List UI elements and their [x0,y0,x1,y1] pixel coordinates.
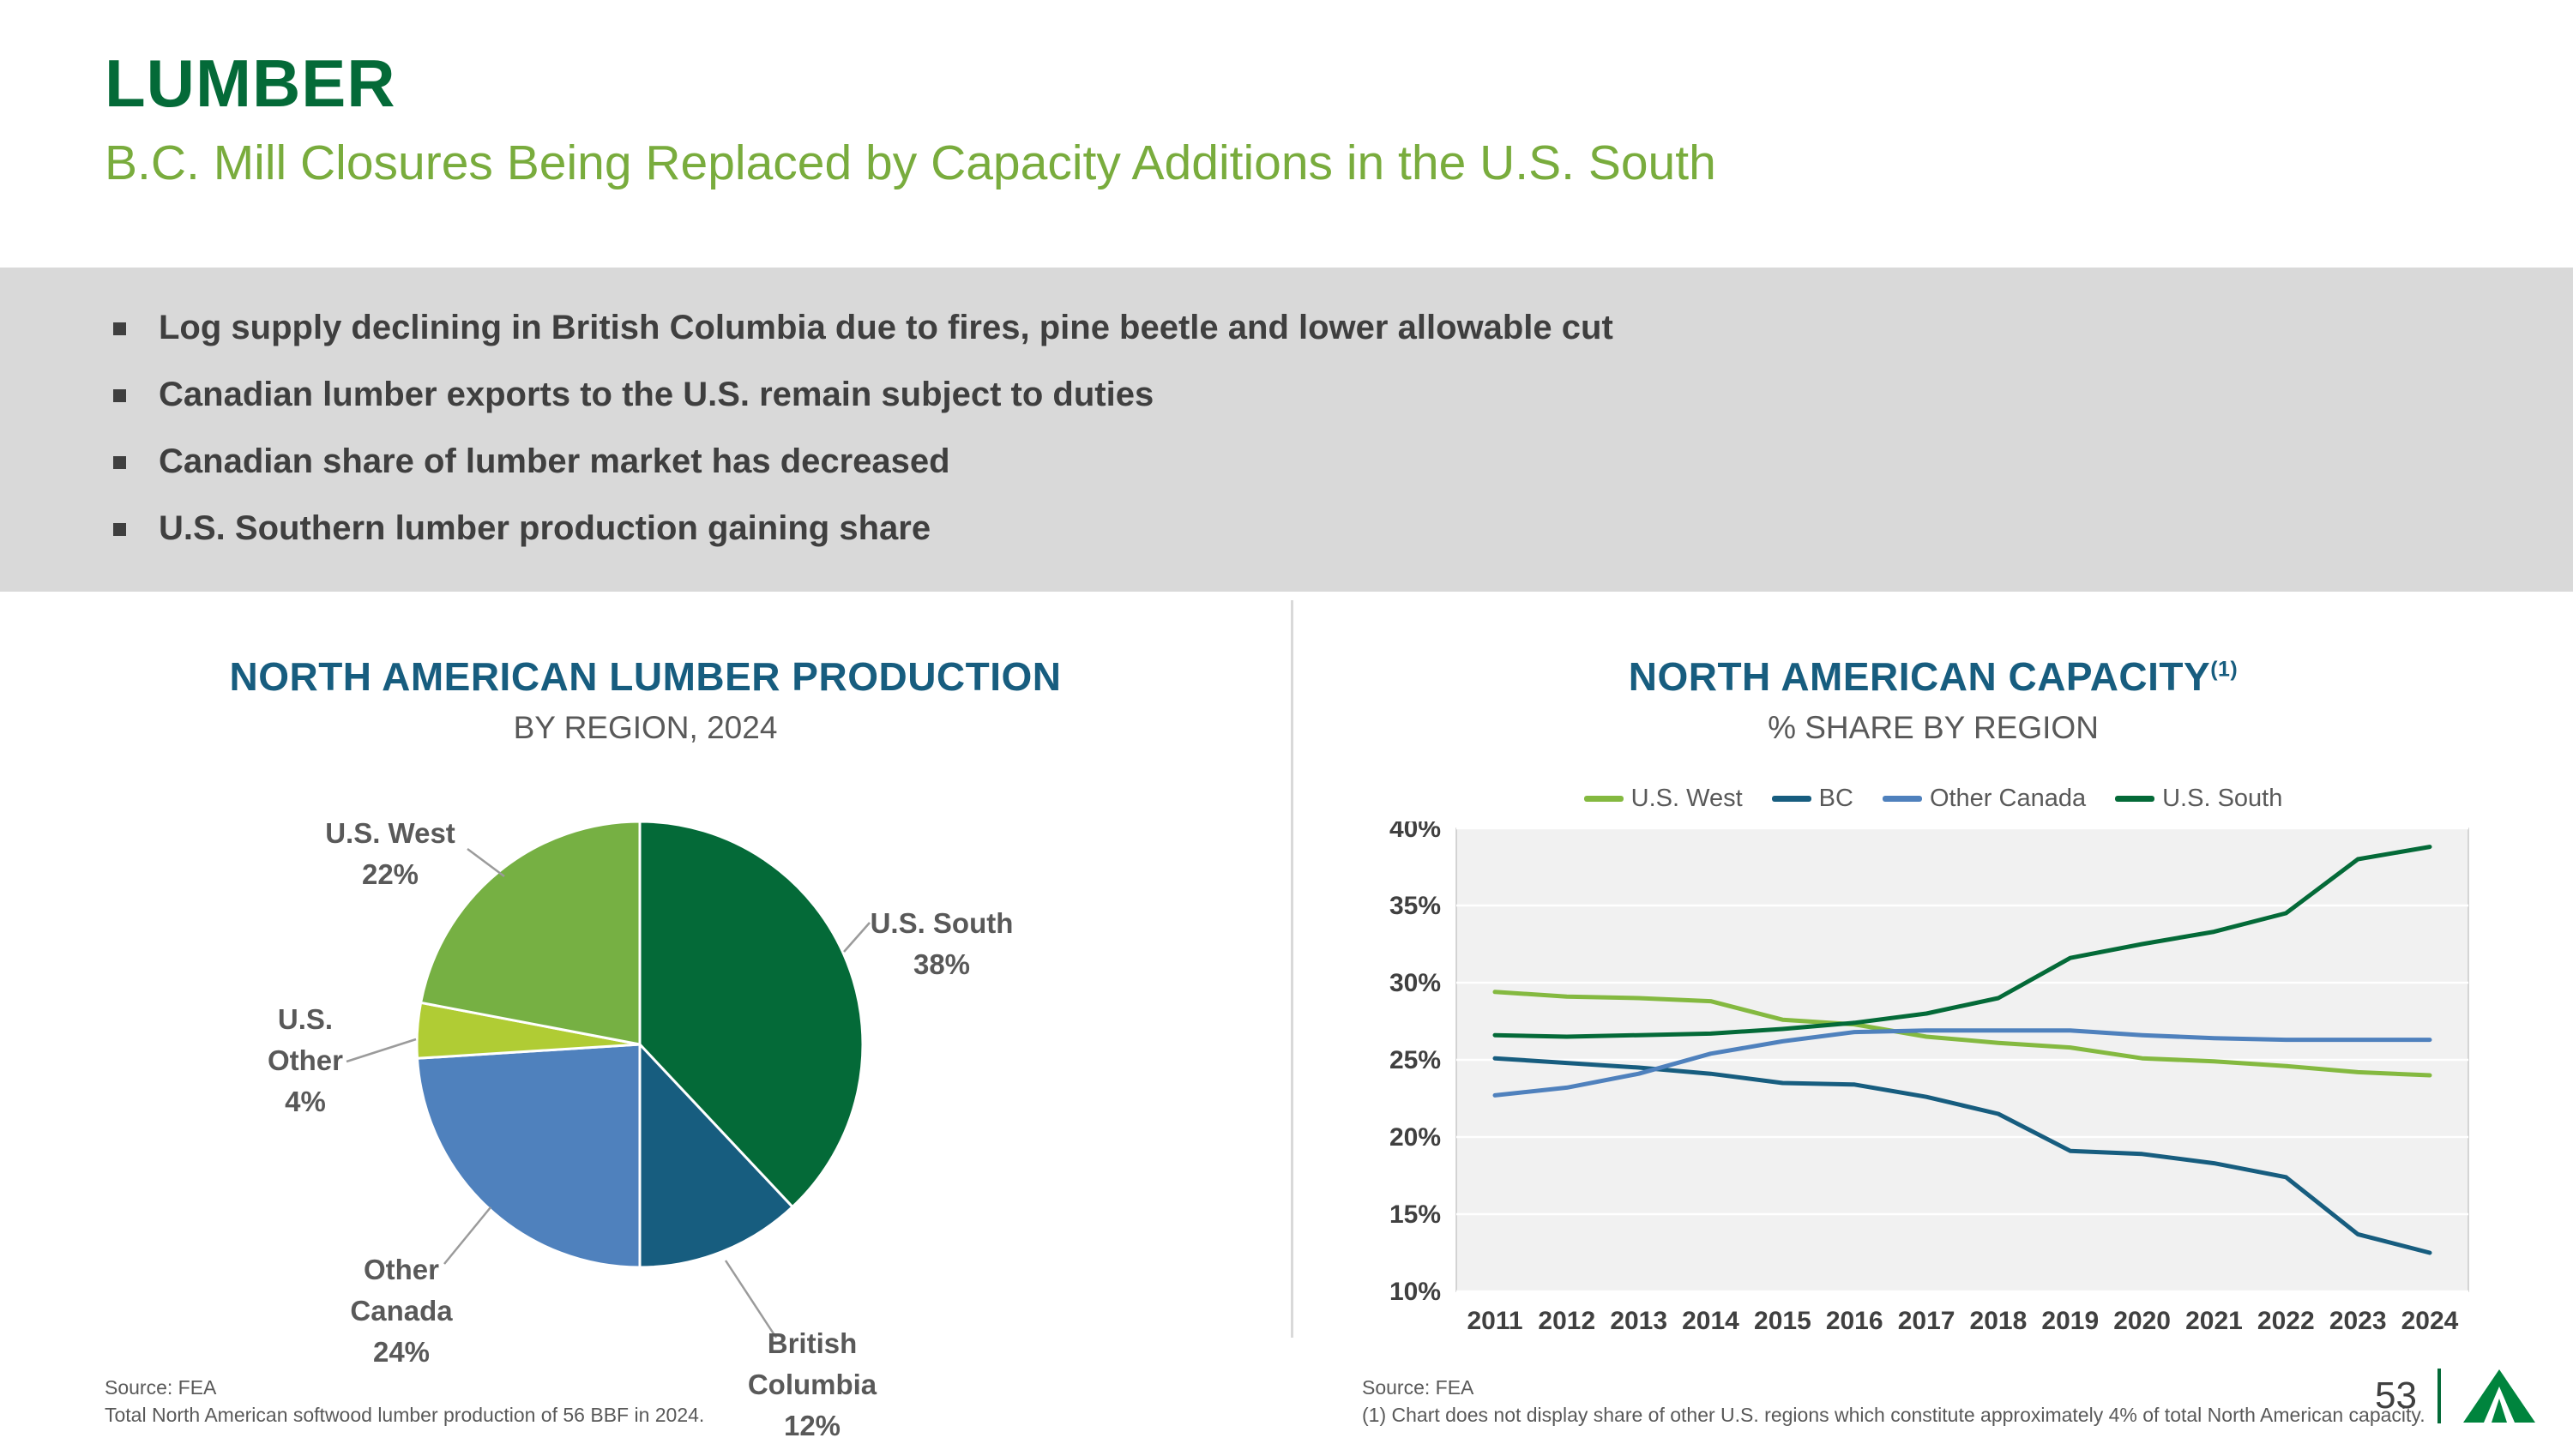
pie-slice-british-columbia [638,1043,794,1269]
source-line: Total North American softwood lumber pro… [105,1404,705,1427]
pie-chart: U.S. West 22% U.S. Other 4% Other Canada… [268,817,1013,1441]
bullet-item: Log supply declining in British Columbia… [111,309,2573,376]
series-line-u-s-south [1492,845,2432,1039]
series-line-other-canada [1492,1028,2432,1098]
legend-item-bc: BC [1771,785,1853,813]
x-axis-tick-label: 2014 [1682,1307,1739,1335]
pie-label-other-canada-pct: 24% [373,1336,430,1368]
x-axis-tick-label: 2020 [2113,1307,2171,1335]
x-axis-tick-label: 2019 [2041,1307,2099,1335]
pie-label-british-columbia: British [768,1327,858,1359]
panel-divider [1291,600,1293,1338]
page-footer: 53 [2375,1368,2537,1424]
footnote-marker: (1) [2210,657,2239,682]
x-axis-tick-label: 2017 [1898,1307,1955,1335]
leader-line-us-west [467,847,505,878]
legend-swatch-icon [1882,796,1922,802]
x-axis-tick-label: 2011 [1467,1307,1522,1335]
bullet-marker-icon [113,456,126,469]
page-number: 53 [2375,1375,2417,1417]
x-axis-tick-label: 2021 [2185,1307,2243,1335]
legend-label: U.S. West [1630,785,1743,812]
x-axis-tick-label: 2016 [1826,1307,1883,1335]
y-axis-tick-label: 40% [1389,821,1441,843]
leader-line-other-canada [443,1206,491,1265]
series-line-u-s-west [1492,990,2432,1078]
leader-line-us-other [346,1038,417,1063]
leader-line-british-columbia [724,1260,778,1339]
x-axis-tick-label: 2024 [2401,1307,2459,1335]
pie-label-us-south: U.S. South [871,907,1014,939]
source-line: Source: FEA [105,1376,217,1399]
pie-slice-other-canada [416,1043,642,1269]
slide-subtitle: B.C. Mill Closures Being Replaced by Cap… [105,135,1716,190]
bullet-text: U.S. Southern lumber production gaining … [159,509,931,547]
bullet-list: Log supply declining in British Columbia… [0,268,2573,576]
pie-label-us-south-pct: 38% [913,948,970,980]
source-line: (1) Chart does not display share of othe… [1362,1404,2425,1427]
bullet-item: Canadian share of lumber market has decr… [111,442,2573,509]
x-axis-tick-label: 2018 [1970,1307,2028,1335]
y-axis-tick-label: 25% [1389,1046,1441,1074]
slide-header: LUMBER B.C. Mill Closures Being Replaced… [105,45,1716,191]
pie-label-british-columbia-pct: 12% [784,1410,841,1441]
capacity-line-panel: NORTH AMERICAN CAPACITY(1) % SHARE BY RE… [1293,600,2573,1426]
line-chart: 10% 15% 20% 25% 30% 35% 40% 2011 2012 2013 2014 201… [1389,821,2469,1335]
pie-slice-u-s-south [638,820,865,1208]
y-axis-tick-label: 20% [1389,1123,1441,1152]
legend-label: U.S. South [2162,785,2283,812]
x-axis-tick-label: 2012 [1538,1307,1595,1335]
legend-swatch-icon [1583,796,1624,802]
x-axis-tick-label: 2023 [2329,1307,2387,1335]
y-axis-tick-label: 30% [1389,969,1441,997]
x-axis-tick-label: 2013 [1610,1307,1667,1335]
bullet-item: Canadian lumber exports to the U.S. rema… [111,376,2573,442]
bullet-text: Canadian lumber exports to the U.S. rema… [159,376,1154,413]
bullet-band: Log supply declining in British Columbia… [0,268,2573,592]
production-pie-panel: NORTH AMERICAN LUMBER PRODUCTION BY REGI… [0,600,1291,1441]
bullet-text: Log supply declining in British Columbia… [159,309,1613,346]
pie-label-us-other: U.S. [278,1003,333,1035]
legend-swatch-icon [2115,796,2155,802]
pie-label-us-west: U.S. West [325,817,455,849]
legend-item-other-canada: Other Canada [1882,785,2087,813]
pie-chart-title: NORTH AMERICAN LUMBER PRODUCTION [229,654,1062,699]
company-logo-icon [2463,1369,2535,1423]
bullet-text: Canadian share of lumber market has decr… [159,442,950,480]
pie-labels-group: U.S. West 22% U.S. Other 4% Other Canada… [268,817,1013,1441]
chart-legend: U.S. West BC Other Canada U.S. South [1293,785,2573,813]
y-axis-tick-label: 15% [1389,1200,1441,1229]
legend-swatch-icon [1771,796,1811,802]
bullet-item: U.S. Southern lumber production gaining … [111,509,2573,576]
legend-label: Other Canada [1929,785,2087,812]
bullet-marker-icon [113,322,126,335]
line-chart-subtitle: % SHARE BY REGION [1768,710,2099,745]
pie-label-other-canada: Other [364,1254,439,1285]
pie-slices-group [415,820,865,1269]
y-axis-tick-label: 10% [1389,1278,1441,1306]
line-chart-title: NORTH AMERICAN CAPACITY(1) [1293,653,2573,700]
legend-item-us-west: U.S. West [1583,785,1743,813]
left-source-note: Source: FEA Total North American softwoo… [105,1374,704,1429]
pie-label-british-columbia-line2: Columbia [748,1369,877,1400]
pie-label-other-canada-line2: Canada [350,1295,453,1327]
bullet-marker-icon [113,389,126,402]
line-chart-title-text: NORTH AMERICAN CAPACITY [1628,654,2211,699]
footer-divider [2437,1369,2441,1423]
y-axis-tick-label: 35% [1389,892,1441,920]
pie-leader-lines [346,847,871,1339]
bullet-marker-icon [113,523,126,536]
pie-label-us-other-pct: 4% [285,1086,326,1117]
x-axis-tick-label: 2022 [2257,1307,2315,1335]
source-line: Source: FEA [1362,1376,1474,1399]
pie-label-us-west-pct: 22% [362,858,419,890]
leader-line-us-south [843,922,871,953]
pie-chart-subtitle: BY REGION, 2024 [513,710,778,745]
pie-label-us-other-line2: Other [268,1044,343,1076]
x-axis-tick-label: 2015 [1754,1307,1811,1335]
slide-title: LUMBER [105,45,396,121]
right-source-note: Source: FEA (1) Chart does not display s… [1362,1374,2425,1429]
legend-label: BC [1818,785,1853,812]
legend-item-us-south: U.S. South [2115,785,2282,813]
